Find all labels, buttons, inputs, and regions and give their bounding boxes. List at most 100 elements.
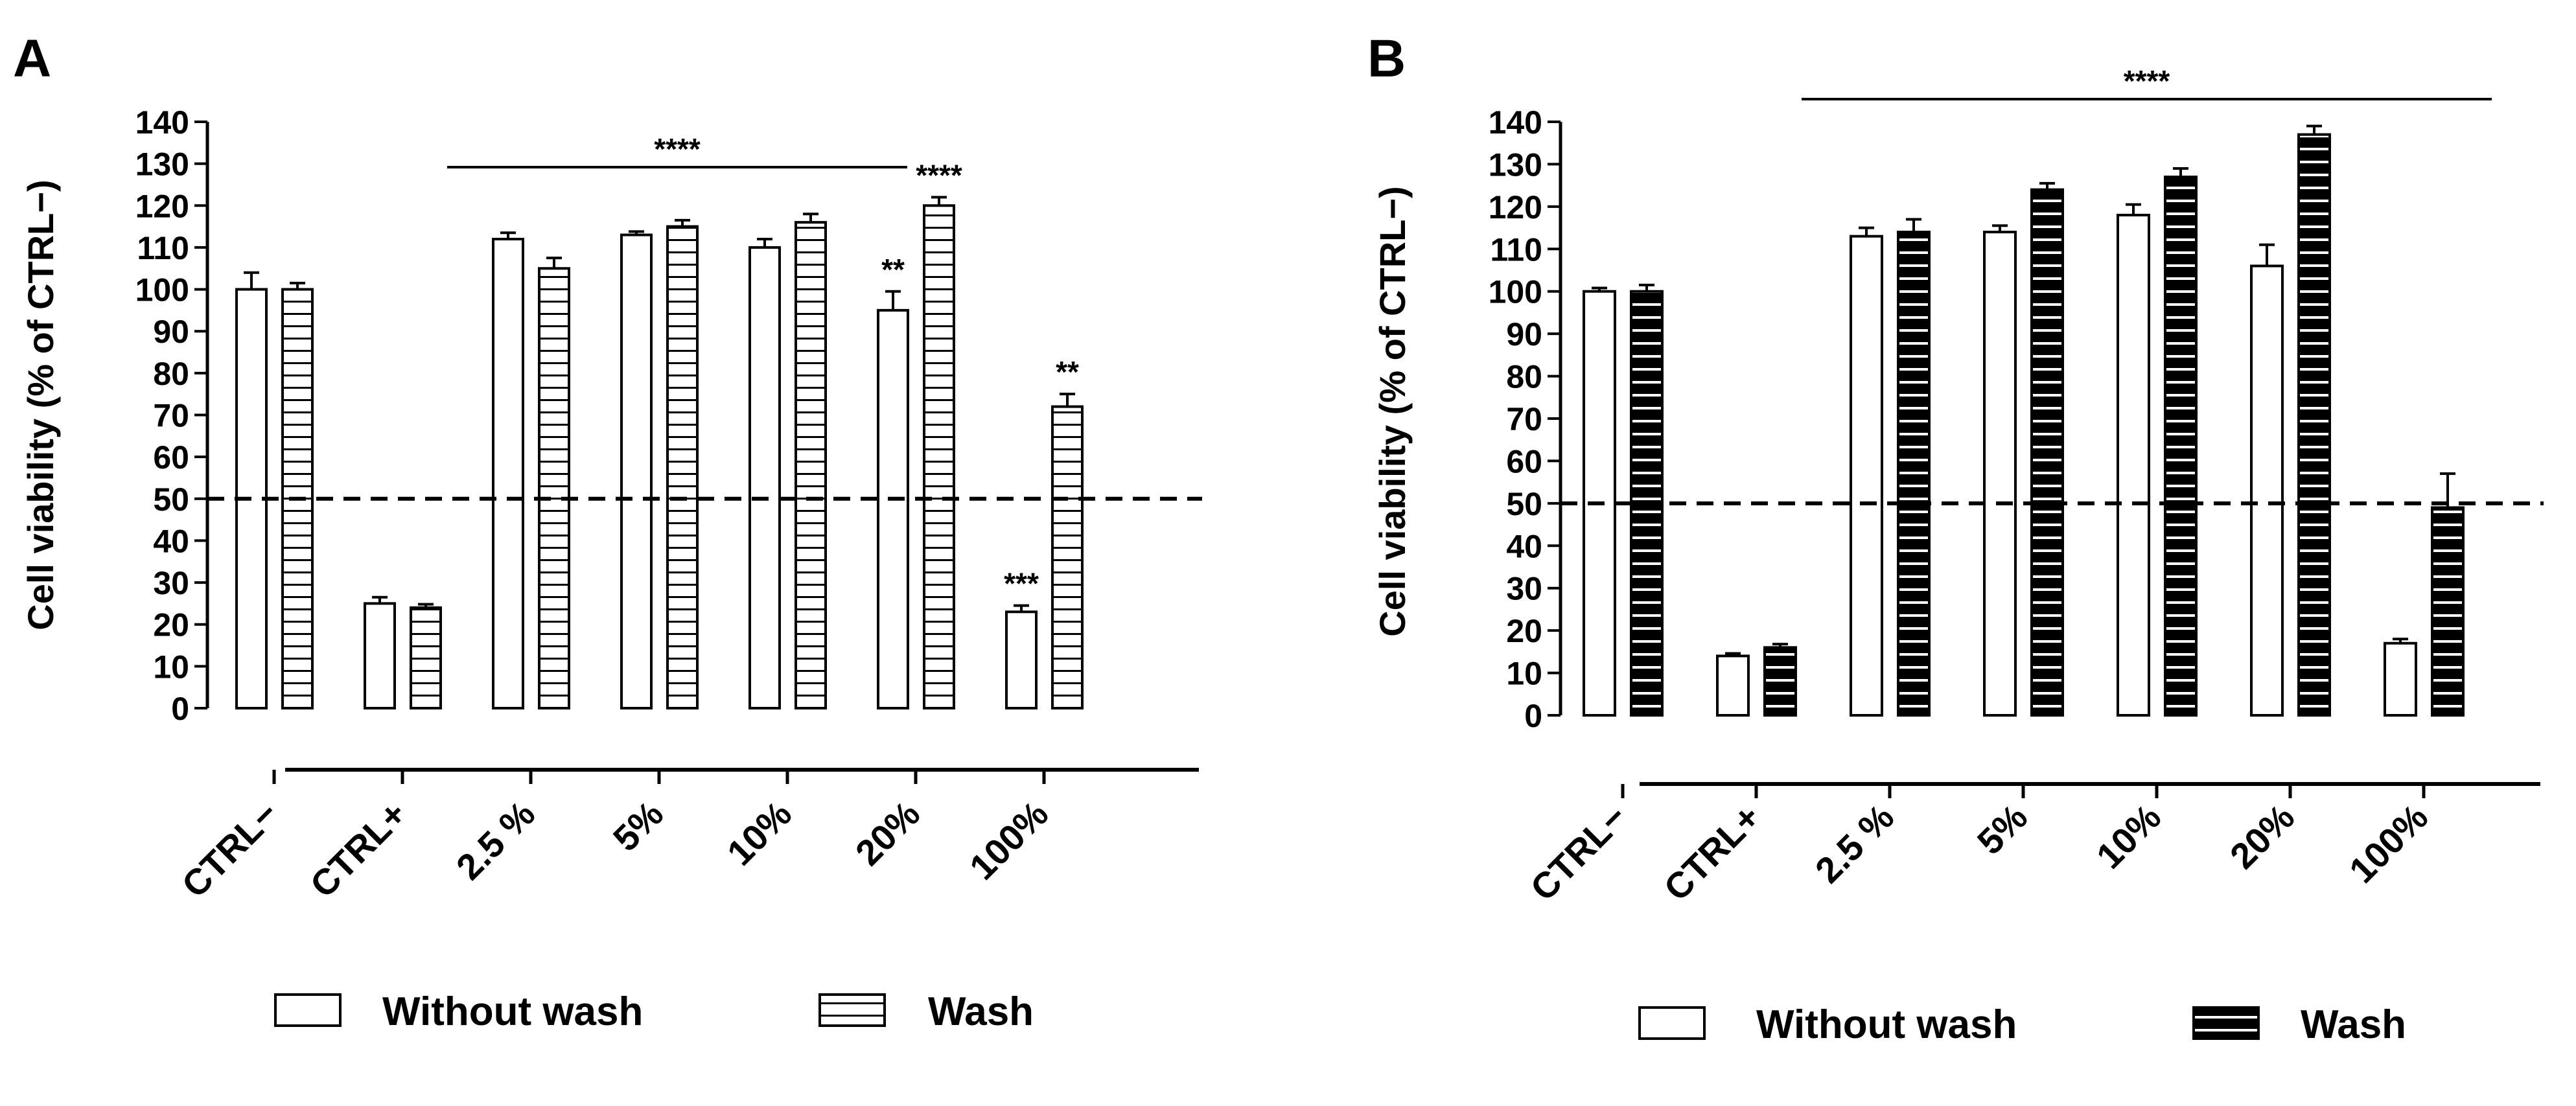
x-tick-label: 2.5 %: [1807, 796, 1902, 891]
y-tick-label: 120: [1489, 189, 1542, 225]
bar: [1983, 231, 2017, 717]
bar: [1897, 231, 1931, 717]
x-tick-label: 100%: [2341, 796, 2436, 891]
bars: [1583, 124, 2465, 717]
bar: [2297, 133, 2331, 717]
bar: [410, 606, 442, 709]
bar: [2431, 506, 2465, 717]
bar: [877, 308, 909, 709]
y-axis-ticks: 0 10 20 30 40 50 60 70 80 90 100 110 120 130 140: [1489, 104, 1562, 734]
annotation-label: **: [1056, 355, 1079, 389]
significance-label: ****: [2124, 64, 2170, 98]
bar: [923, 204, 955, 709]
y-axis-label: Cell viability (% of CTRL−): [20, 179, 61, 630]
y-tick-label: 20: [1506, 613, 1542, 649]
significance-label: ****: [654, 132, 701, 166]
y-tick-label: 20: [153, 607, 189, 643]
bar: [2030, 188, 2064, 717]
bar: [492, 238, 524, 709]
panel-a: A Cell viability (% of CTRL−) 0 10 20 30 40 5…: [13, 29, 1202, 1034]
x-axis: CTRL− CTRL+ 2.5 % 5% 10% 20% 100%: [1522, 782, 2540, 908]
legend-label: Without wash: [1756, 1002, 2017, 1047]
x-tick-label: CTRL−: [174, 793, 286, 905]
x-tick-label: 20%: [848, 793, 928, 873]
bar: [1005, 610, 1038, 709]
x-tick-label: 10%: [2089, 796, 2169, 877]
y-axis-label: Cell viability (% of CTRL−): [1372, 186, 1413, 636]
bar: [2117, 213, 2150, 717]
y-tick-label: 110: [1490, 231, 1542, 268]
y-tick-label: 0: [1524, 698, 1542, 734]
x-tick-label: CTRL−: [1522, 796, 1634, 908]
y-tick-label: 70: [153, 398, 189, 434]
panel-b: B Cell viability (% of CTRL−) 0 10 20 30 40 5…: [1367, 29, 2544, 1047]
bar: [2384, 641, 2417, 717]
y-tick-label: 110: [137, 230, 189, 266]
legend-label: Wash: [928, 989, 1034, 1034]
y-tick-label: 100: [1489, 274, 1542, 310]
x-tick-label: CTRL+: [302, 793, 414, 905]
bar: [538, 267, 570, 709]
y-axis-ticks: 0 10 20 30 40 50 60 70 80 90 100 110 120 130 140: [135, 104, 209, 727]
y-tick-label: 30: [153, 565, 189, 601]
bar: [2250, 264, 2284, 717]
y-tick-label: 80: [1506, 359, 1542, 395]
y-tick-label: 130: [1489, 146, 1542, 183]
y-tick-label: 90: [153, 314, 189, 350]
y-tick-label: 60: [153, 439, 189, 476]
legend-label: Wash: [2301, 1002, 2406, 1047]
x-tick-label: 5%: [1969, 796, 2036, 862]
y-tick-label: 140: [1489, 104, 1542, 141]
bar: [1850, 235, 1883, 717]
bar: [2164, 176, 2198, 717]
panel-label: B: [1367, 29, 1406, 88]
annotations: ***********: [881, 158, 1079, 600]
y-tick-label: 70: [1506, 401, 1542, 437]
y-tick-label: 50: [1506, 486, 1542, 522]
bar: [1716, 654, 1750, 717]
y-tick-label: 80: [153, 356, 189, 392]
x-tick-label: 5%: [605, 793, 671, 859]
x-axis: CTRL− CTRL+ 2.5 % 5% 10% 20% 100%: [174, 768, 1199, 905]
bar: [1051, 405, 1084, 709]
significance-group: ****: [447, 132, 907, 168]
y-tick-label: 140: [135, 104, 189, 141]
bar: [620, 233, 653, 709]
y-tick-label: 10: [153, 649, 189, 685]
legend-swatch: [274, 993, 342, 1027]
bars: [235, 196, 1084, 710]
y-tick-label: 120: [135, 188, 189, 224]
y-tick-label: 100: [135, 272, 189, 308]
legend-swatch: [2192, 1006, 2260, 1040]
y-tick-label: 40: [153, 523, 189, 559]
legend: Without wash Wash: [274, 989, 1034, 1034]
y-tick-label: 40: [1506, 528, 1542, 564]
bar: [364, 602, 396, 710]
x-tick-label: 20%: [2222, 796, 2303, 877]
x-tick-label: 2.5 %: [448, 793, 543, 888]
y-tick-label: 10: [1506, 656, 1542, 692]
y-tick-label: 130: [135, 146, 189, 183]
y-tick-label: 0: [171, 691, 189, 727]
legend: Without wash Wash: [1638, 1002, 2406, 1047]
annotation-label: ****: [916, 158, 962, 192]
y-tick-label: 90: [1506, 316, 1542, 352]
bar: [795, 221, 827, 709]
legend-label: Without wash: [382, 989, 643, 1034]
x-tick-label: 100%: [962, 793, 1056, 888]
x-tick-label: 10%: [719, 793, 800, 873]
y-tick-label: 30: [1506, 571, 1542, 607]
bar: [666, 225, 699, 710]
panel-label: A: [13, 29, 51, 88]
annotation-label: **: [881, 253, 905, 286]
significance-group: ****: [1802, 64, 2492, 100]
y-tick-label: 60: [1506, 443, 1542, 479]
y-tick-label: 50: [153, 481, 189, 518]
legend-swatch: [1638, 1006, 1706, 1040]
annotation-label: ***: [1004, 567, 1039, 601]
x-tick-label: CTRL+: [1656, 796, 1768, 908]
legend-swatch: [818, 993, 886, 1027]
bar: [1763, 646, 1797, 717]
bar: [748, 246, 781, 709]
